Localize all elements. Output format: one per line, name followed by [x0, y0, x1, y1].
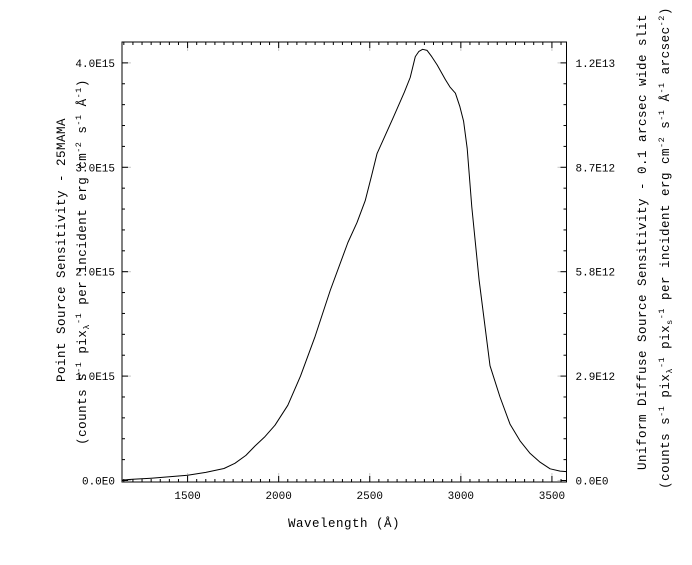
right-axis-title: Uniform Diffuse Source Sensitivity - 0.1… — [636, 14, 650, 470]
x-tick-label: 2500 — [357, 491, 383, 503]
y-tick-labels-right: 0.0E0 2.9E12 5.8E12 8.7E12 1.2E13 — [576, 59, 616, 489]
plot-frame — [121, 41, 567, 483]
x-tick-label: 1500 — [174, 491, 200, 503]
left-axis-units: (counts s-1 pixλ-1 per incident erg cm-2… — [74, 79, 92, 445]
x-tick-label: 3000 — [448, 491, 474, 503]
y-tick-label-right: 0.0E0 — [576, 477, 609, 489]
x-axis-title: Wavelength (Å) — [288, 516, 400, 531]
y-tick-label-right: 2.9E12 — [576, 372, 616, 384]
right-axis-units: (counts s-1 pixλ-1 pixs-1 per incident e… — [657, 7, 675, 489]
y-tick-label-left: 3.0E15 — [75, 163, 115, 175]
y-tick-label-left: 0.0E0 — [82, 477, 115, 489]
y-tick-labels-left: 0.0E0 1.0E15 2.0E15 3.0E15 4.0E15 — [75, 59, 115, 489]
x-tick-label: 3500 — [539, 491, 565, 503]
y-tick-label-right: 8.7E12 — [576, 163, 616, 175]
left-axis-title: Point Source Sensitivity - 25MAMA — [55, 118, 69, 382]
x-tick-label: 2000 — [265, 491, 291, 503]
x-tick-labels: 1500 2000 2500 3000 3500 — [174, 491, 565, 503]
y-tick-label-right: 1.2E13 — [576, 59, 616, 71]
y-tick-label-left: 4.0E15 — [75, 59, 115, 71]
y-tick-label-left: 2.0E15 — [75, 268, 115, 280]
ghost-major-ticks — [122, 42, 567, 482]
axis-ticks — [122, 42, 567, 482]
y-tick-label-left: 1.0E15 — [75, 372, 115, 384]
sensitivity-curve — [121, 48, 567, 481]
y-tick-label-right: 5.8E12 — [576, 268, 616, 280]
